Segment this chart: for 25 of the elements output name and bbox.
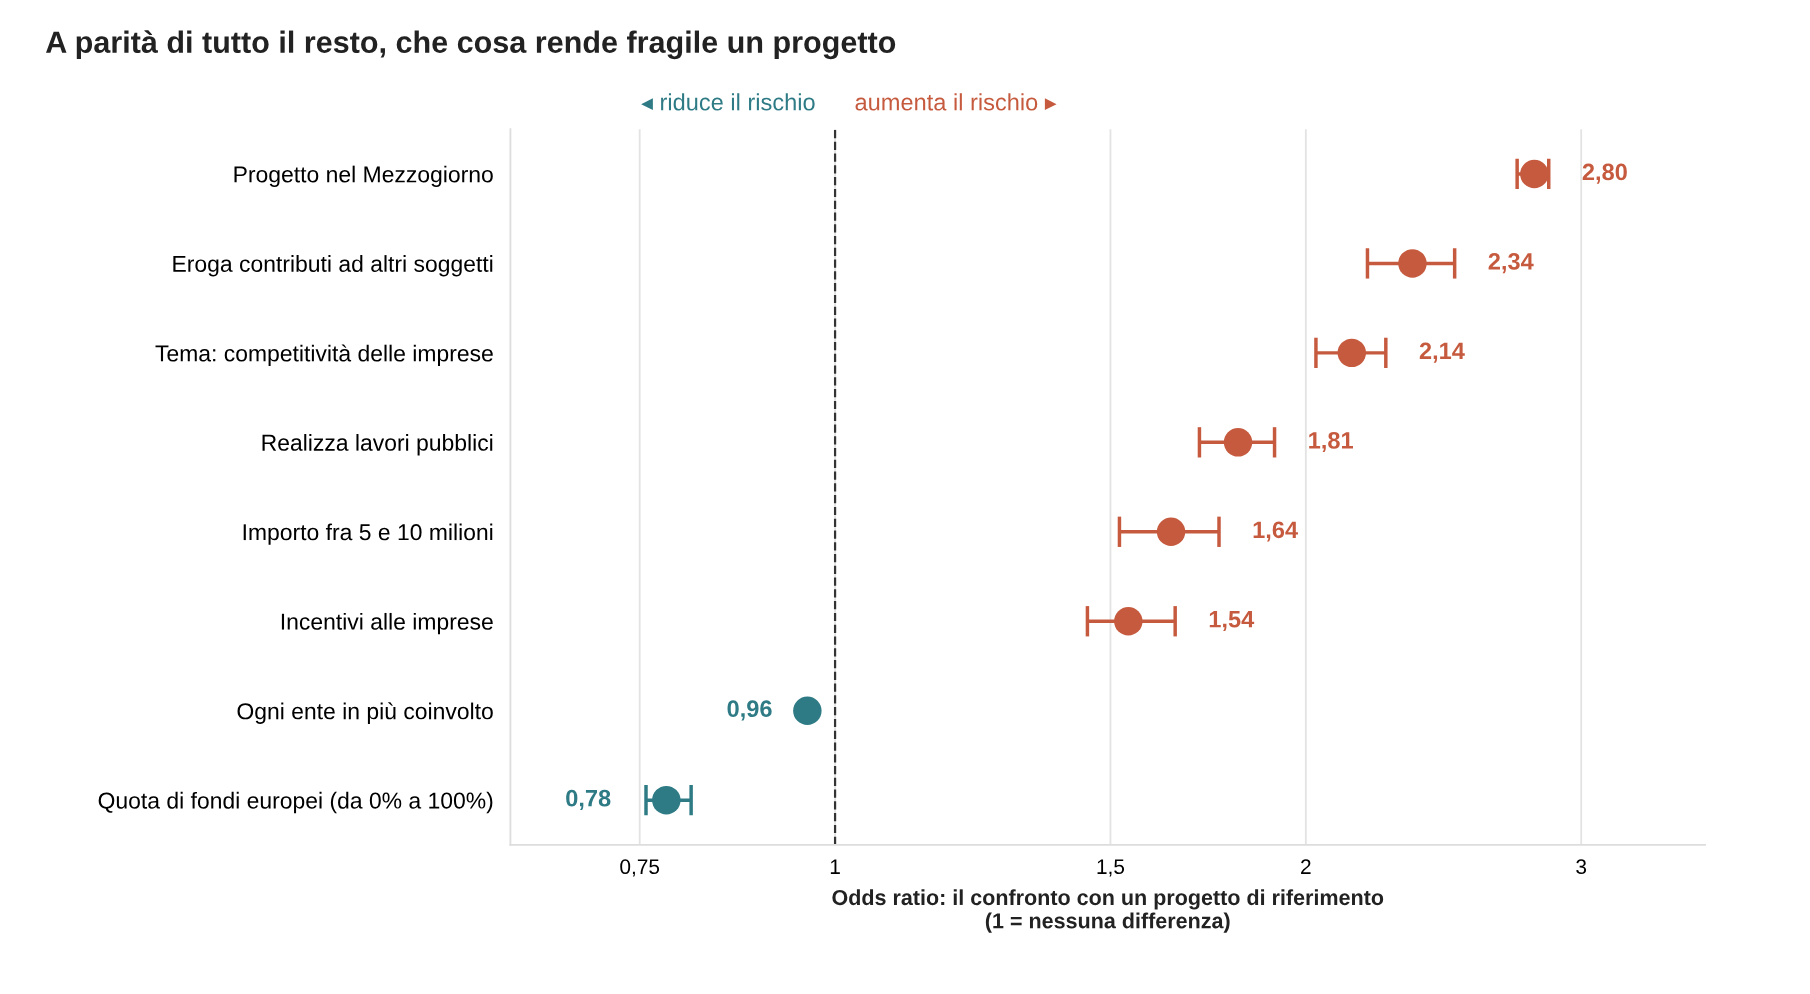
data-label: 1,81 bbox=[1309, 431, 1353, 453]
y-tick-label: Ogni ente in più coinvolto bbox=[237, 702, 493, 724]
y-tick-label: Eroga contributi ad altri soggetti bbox=[173, 255, 493, 277]
x-tick-label: 0,75 bbox=[620, 859, 660, 877]
x-axis-title: Odds ratio: il confronto con un progetto di riferimento (1 = nessuna differenza) bbox=[832, 889, 1384, 933]
y-tick-label: Progetto nel Mezzogiorno bbox=[234, 165, 493, 188]
x-tick-label: 2 bbox=[1301, 859, 1311, 874]
text: aumenta il rischio ▸ bbox=[855, 93, 1057, 111]
y-tick-label: Realizza lavori pubblici bbox=[262, 434, 493, 456]
data-label: 2,14 bbox=[1419, 342, 1465, 363]
y-tick-label: Incentivi alle imprese bbox=[281, 612, 493, 635]
x-tick-label: 1,5 bbox=[1097, 859, 1125, 877]
y-tick-label: Quota di fondi europei (da 0% a 100%) bbox=[98, 791, 493, 814]
data-label: 2,80 bbox=[1582, 163, 1627, 184]
x-tick-label: 1 bbox=[830, 859, 840, 874]
data-label: 2,34 bbox=[1488, 253, 1534, 274]
data-label: 0,78 bbox=[566, 789, 611, 810]
text: ◂ riduce il rischio bbox=[641, 93, 815, 111]
data-label: 1,54 bbox=[1209, 611, 1255, 632]
y-tick-label: Importo fra 5 e 10 milioni bbox=[243, 523, 493, 545]
data-label: 1,64 bbox=[1253, 521, 1298, 542]
chart-title: A parità di tutto il resto, che cosa rende fragile un progetto bbox=[46, 30, 896, 60]
data-label: 0,96 bbox=[727, 700, 772, 721]
y-tick-label: Tema: competitività delle imprese bbox=[155, 344, 493, 367]
x-tick-label: 3 bbox=[1576, 859, 1587, 875]
